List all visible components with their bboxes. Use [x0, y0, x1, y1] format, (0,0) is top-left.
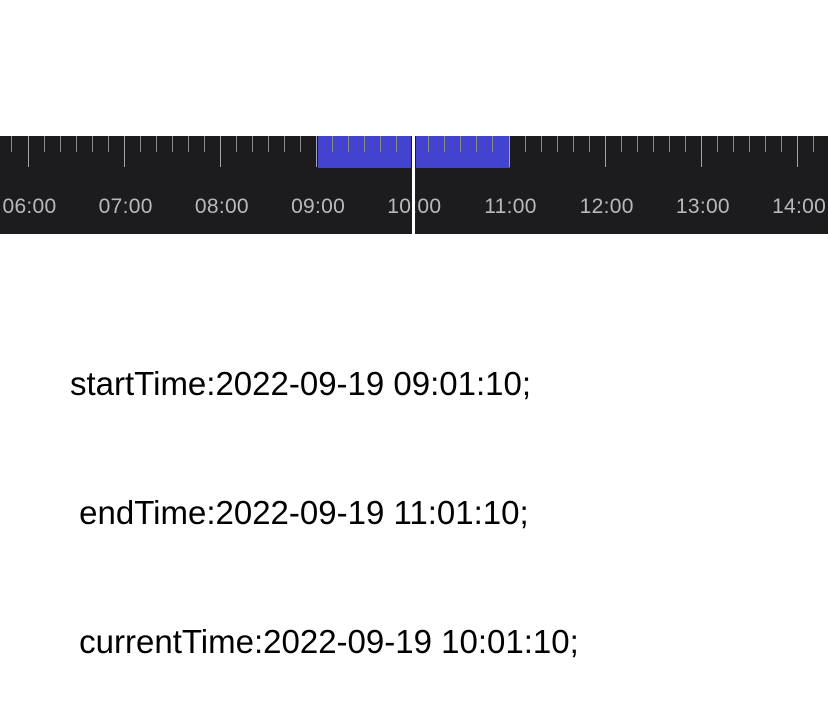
minor-tick: [204, 136, 205, 152]
minor-tick: [236, 136, 237, 152]
major-tick: [797, 136, 798, 167]
minor-tick: [140, 136, 141, 152]
major-tick: [509, 136, 510, 167]
minor-tick: [733, 136, 734, 152]
minor-tick: [44, 136, 45, 152]
minor-tick: [300, 136, 301, 152]
start-time-text: startTime:2022-09-19 09:01:10;: [70, 365, 532, 402]
minor-tick: [156, 136, 157, 152]
major-tick: [701, 136, 702, 167]
minor-tick: [621, 136, 622, 152]
major-tick: [124, 136, 125, 167]
minor-tick: [11, 136, 12, 152]
time-info: startTime:2022-09-19 09:01:10; endTime:2…: [70, 276, 579, 706]
minor-tick: [749, 136, 750, 152]
minor-tick: [460, 136, 461, 152]
minor-tick: [637, 136, 638, 152]
major-tick: [316, 136, 317, 167]
major-tick: [605, 136, 606, 167]
minor-tick: [348, 136, 349, 152]
minor-tick: [188, 136, 189, 152]
selected-range-after-cursor[interactable]: [416, 136, 510, 168]
minor-tick: [108, 136, 109, 152]
minor-tick: [685, 136, 686, 152]
minor-tick: [76, 136, 77, 152]
hour-label: 09:00: [291, 195, 346, 218]
minor-tick: [268, 136, 269, 152]
minor-tick: [332, 136, 333, 152]
hour-label: 07:00: [98, 195, 153, 218]
minor-tick: [492, 136, 493, 152]
hour-label: 11:00: [484, 195, 537, 218]
minor-tick: [573, 136, 574, 152]
minor-tick: [396, 136, 397, 152]
minor-tick: [252, 136, 253, 152]
minor-tick: [669, 136, 670, 152]
minor-tick: [589, 136, 590, 152]
minor-tick: [653, 136, 654, 152]
minor-tick: [525, 136, 526, 152]
minor-tick: [172, 136, 173, 152]
hour-label: 08:00: [194, 195, 249, 218]
timeline-ruler[interactable]: 06:0007:0008:0009:0010:0011:0012:0013:00…: [0, 136, 828, 234]
minor-tick: [428, 136, 429, 152]
current-time-text: currentTime:2022-09-19 10:01:10;: [70, 623, 579, 660]
minor-tick: [60, 136, 61, 152]
minor-tick: [92, 136, 93, 152]
minor-tick: [284, 136, 285, 152]
minor-tick: [444, 136, 445, 152]
hour-label: 06:00: [2, 195, 57, 218]
major-tick: [28, 136, 29, 167]
minor-tick: [717, 136, 718, 152]
minor-tick: [813, 136, 814, 152]
major-tick: [220, 136, 221, 167]
hour-label: 13:00: [675, 195, 730, 218]
minor-tick: [541, 136, 542, 152]
minor-tick: [781, 136, 782, 152]
minor-tick: [380, 136, 381, 152]
end-time-text: endTime:2022-09-19 11:01:10;: [70, 494, 529, 531]
minor-tick: [557, 136, 558, 152]
hour-label: 14:00: [772, 195, 827, 218]
current-time-cursor[interactable]: [412, 136, 415, 234]
minor-tick: [364, 136, 365, 152]
hour-label: 12:00: [579, 195, 634, 218]
minor-tick: [476, 136, 477, 152]
minor-tick: [765, 136, 766, 152]
